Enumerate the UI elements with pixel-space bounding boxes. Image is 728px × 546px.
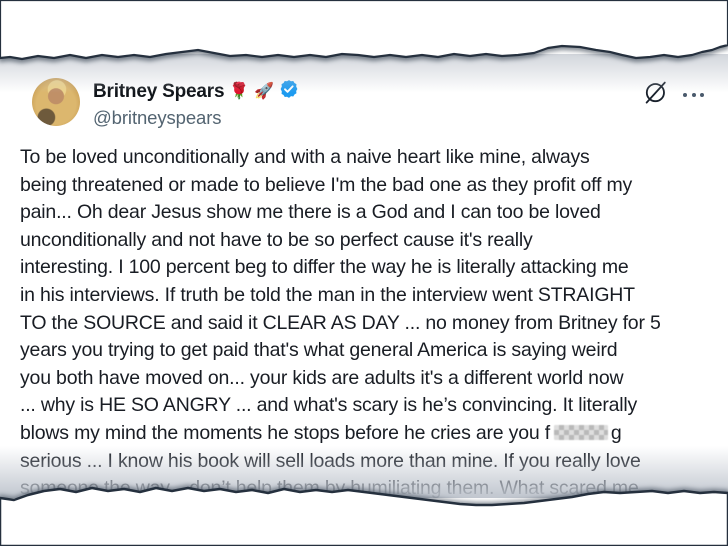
censored-word-pixelation (553, 424, 608, 440)
tweet-text-line: unconditionally and not have to be so pe… (20, 228, 533, 251)
rose-emoji: 🌹 (229, 83, 250, 100)
tweet-text-line: ... why is HE SO ANGRY ... and what's sc… (20, 394, 638, 417)
tweet-header: Britney Spears 🌹 🚀 @britneyspears (32, 78, 299, 130)
avatar[interactable] (32, 78, 80, 126)
user-handle: @britneyspears (93, 107, 222, 128)
tweet-text-line: serious ... I know his book will sell lo… (20, 449, 641, 472)
tweet-text-line: being threatened or made to believe I'm … (20, 173, 633, 196)
tweet-text-line: blows my mind the moments he stops befor… (20, 421, 622, 444)
verified-badge-icon (279, 79, 299, 105)
more-options-button[interactable] (683, 92, 704, 97)
tweet-text-line: interesting. I 100 percent beg to differ… (20, 256, 629, 279)
rocket-emoji: 🚀 (254, 83, 274, 100)
tweet-header-actions (643, 80, 704, 109)
tweet-text-line: TO the SOURCE and said it CLEAR AS DAY .… (20, 311, 661, 334)
display-name[interactable]: Britney Spears (93, 81, 225, 102)
tweet-text-line: pain... Oh dear Jesus show me there is a… (20, 201, 601, 224)
ellipsis-icon (683, 92, 704, 97)
grok-button[interactable] (643, 80, 669, 109)
tweet-text-line: years you trying to get paid that's what… (20, 339, 618, 362)
tweet-text: To be loved unconditionally and with a n… (20, 144, 726, 503)
user-identity: Britney Spears 🌹 🚀 @britneyspears (93, 78, 299, 130)
tweet-text-line: you both have moved on... your kids are … (20, 366, 624, 389)
grok-slashed-circle-icon (643, 80, 669, 109)
tweet-text-line: To be loved unconditionally and with a n… (20, 146, 590, 168)
tweet-text-line: in his interviews. If truth be told the … (20, 283, 635, 306)
tweet-text-line: someone the way... don’t help them by hu… (20, 477, 660, 500)
